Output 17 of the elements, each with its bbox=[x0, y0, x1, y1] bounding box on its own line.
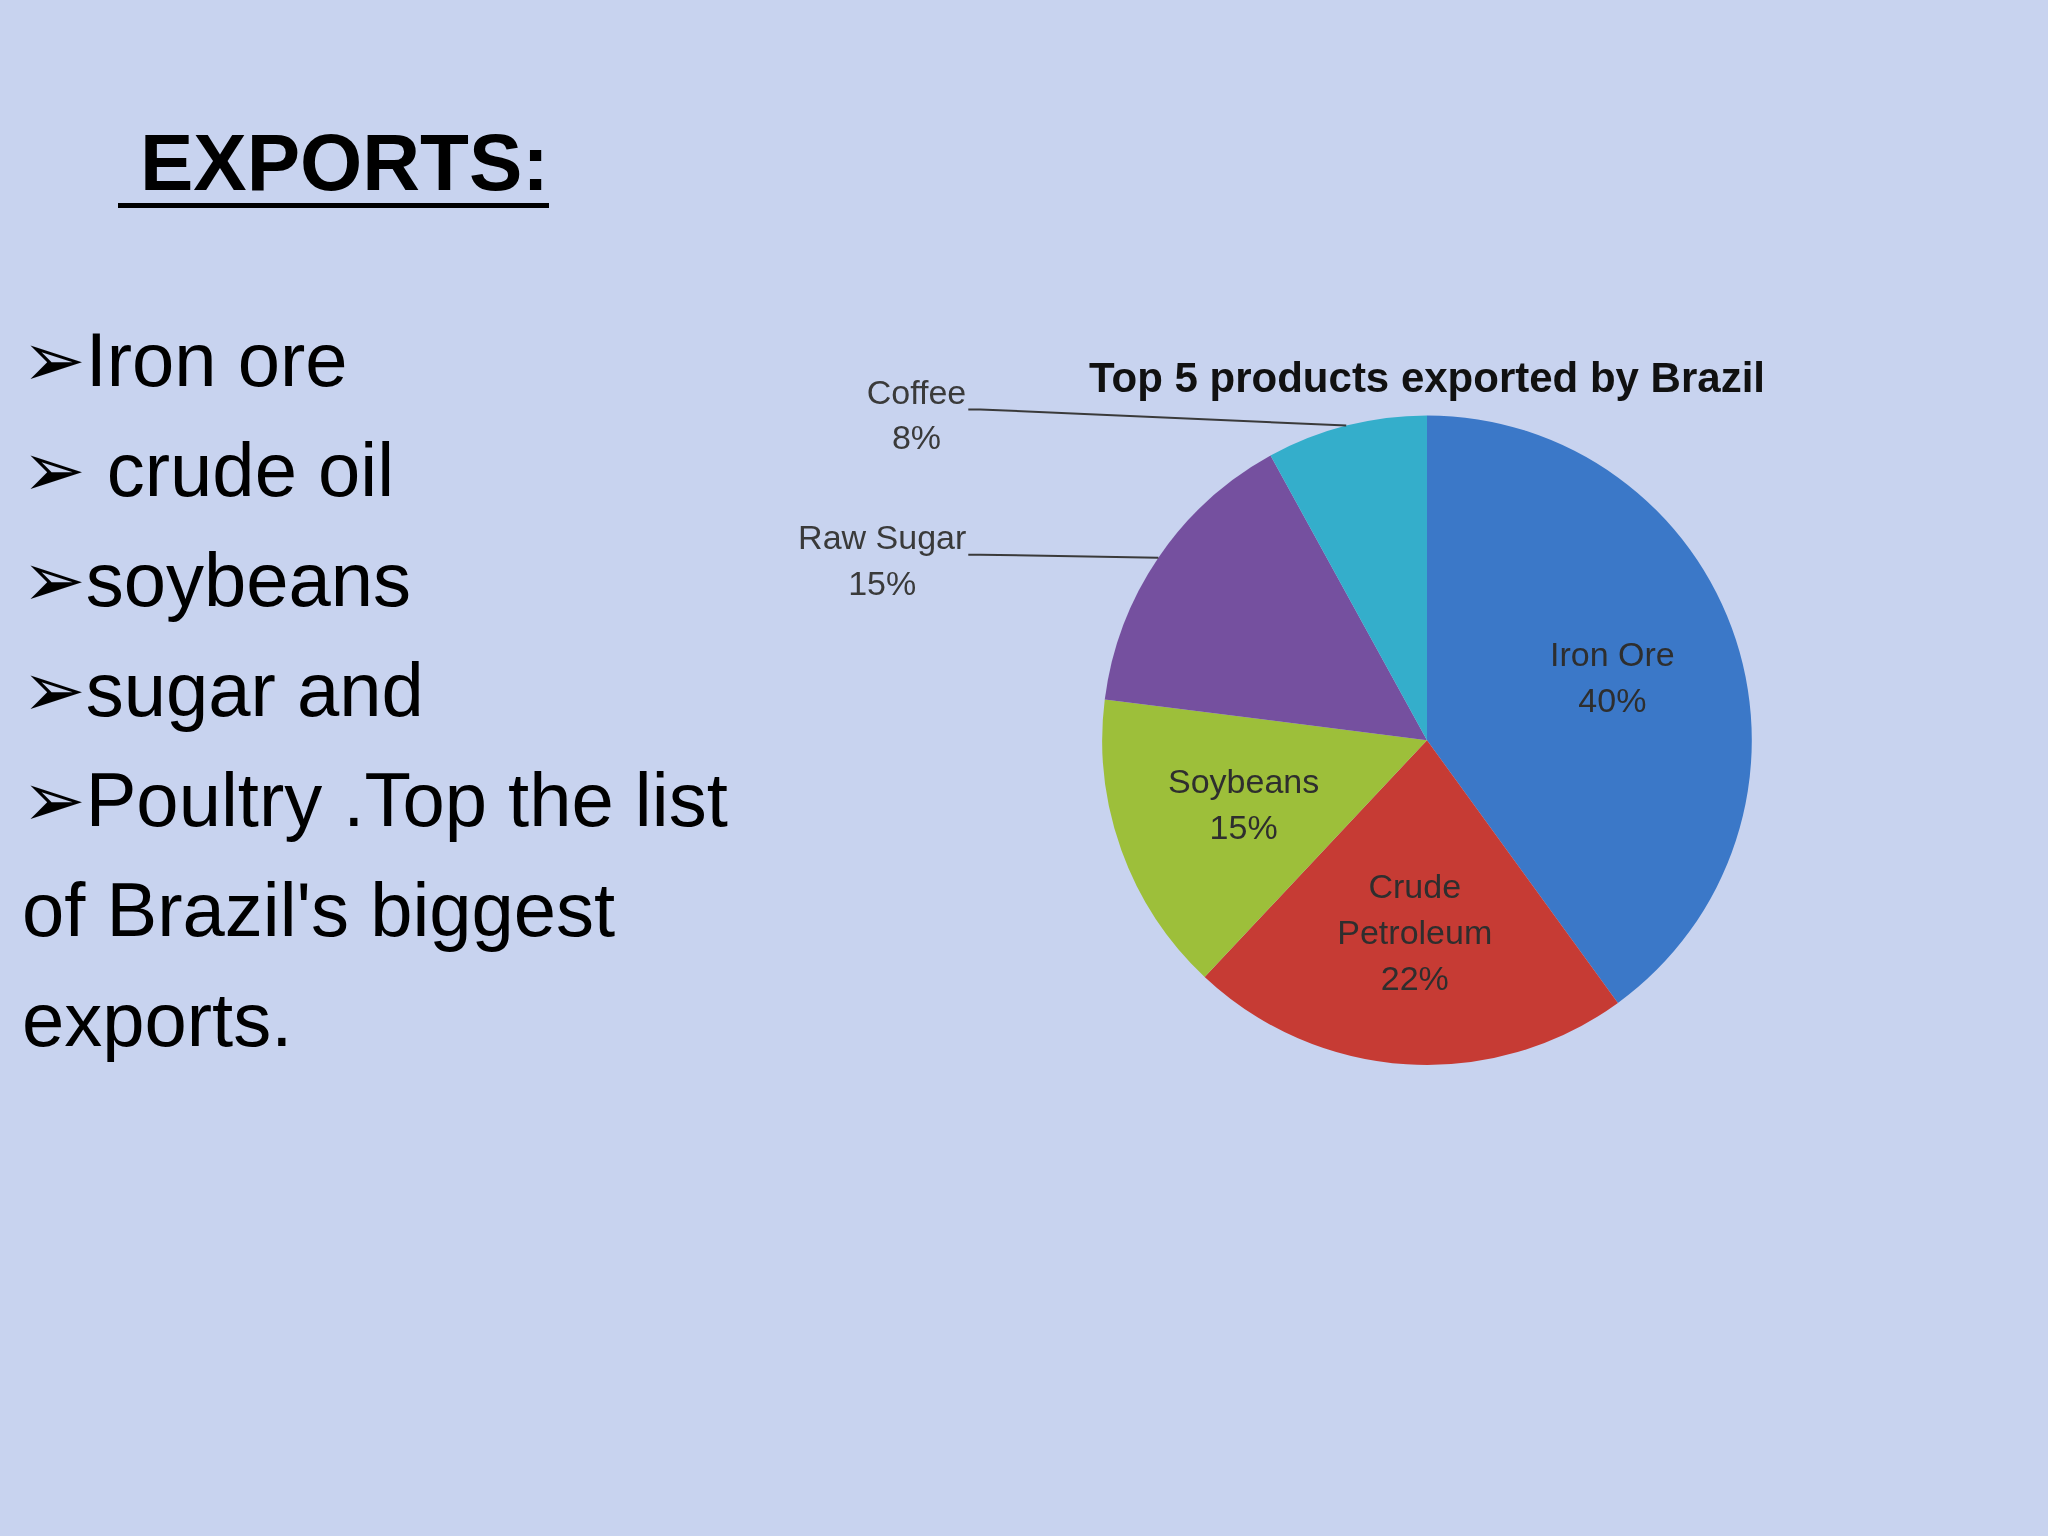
text: ➢ crude oil bbox=[22, 426, 396, 514]
text: ➢soybeans bbox=[22, 536, 413, 624]
slice-label: Coffee bbox=[866, 372, 967, 411]
text: ➢sugar and bbox=[22, 646, 425, 734]
slice-label: Crude Petroleum bbox=[1337, 867, 1493, 952]
slice-label: Soybeans bbox=[1168, 761, 1320, 800]
chart-title: Top 5 products exported by Brazil bbox=[1089, 353, 1765, 401]
slice-label: Iron Ore bbox=[1549, 635, 1675, 674]
data-label: 15% bbox=[848, 563, 917, 602]
data-label: 40% bbox=[1578, 681, 1647, 720]
text: ➢Poultry .Top the list of Brazil's biggest exports. bbox=[22, 756, 729, 1064]
text: ➢Iron ore bbox=[22, 316, 349, 404]
data-label: 15% bbox=[1209, 807, 1278, 846]
data-label: 8% bbox=[891, 418, 942, 457]
text: EXPORTS: bbox=[139, 118, 549, 208]
data-label: 22% bbox=[1380, 958, 1449, 997]
slice-label: Raw Sugar bbox=[798, 517, 967, 556]
